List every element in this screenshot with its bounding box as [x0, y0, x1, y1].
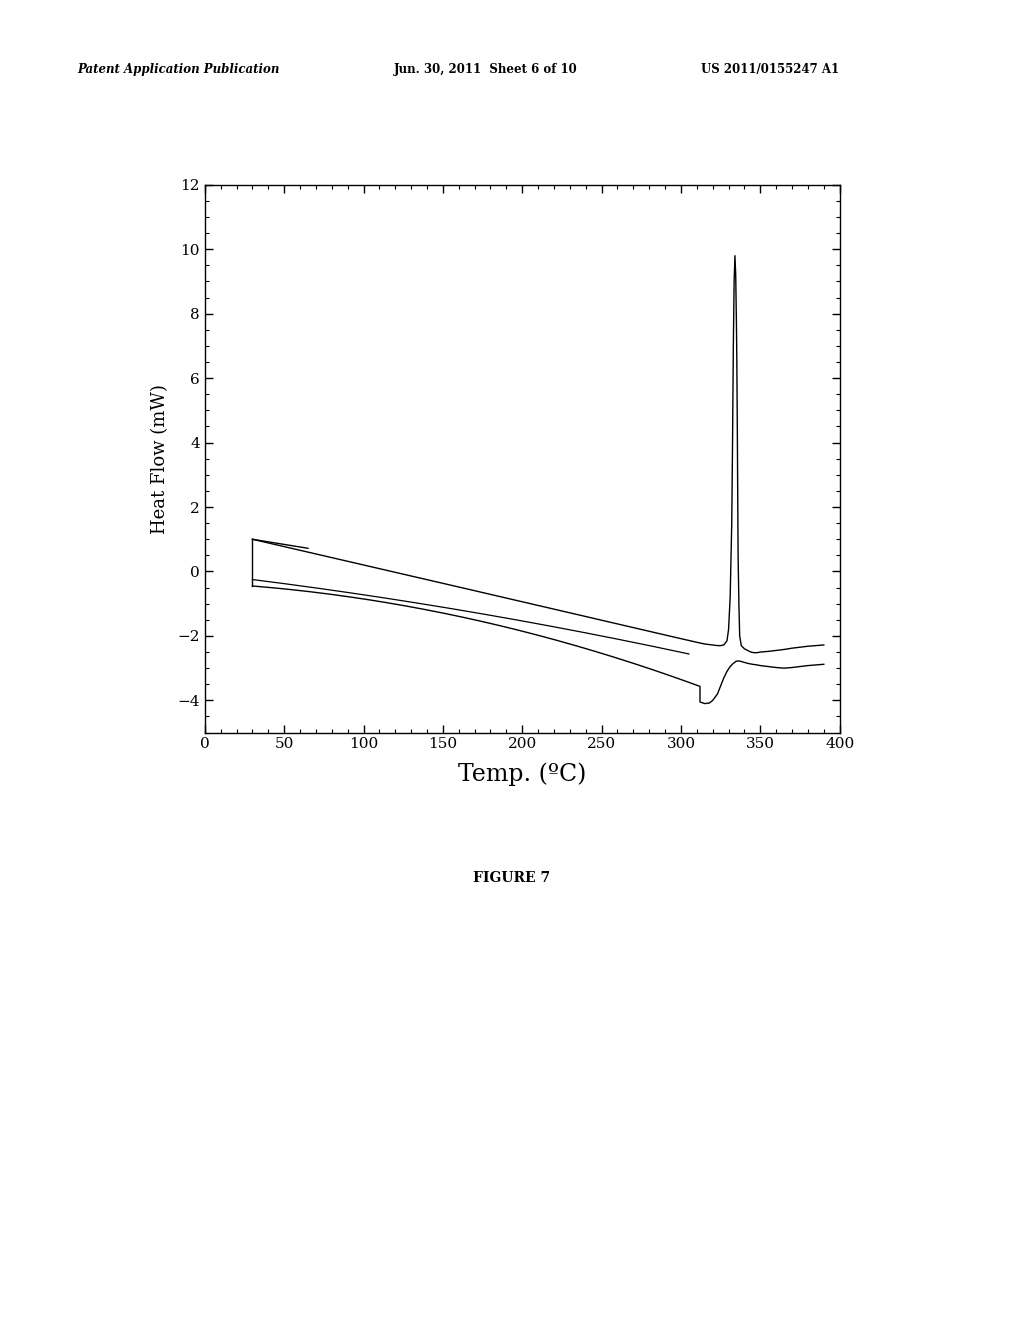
Text: FIGURE 7: FIGURE 7 — [473, 871, 551, 884]
Y-axis label: Heat Flow (mW): Heat Flow (mW) — [152, 384, 169, 533]
X-axis label: Temp. (ºC): Temp. (ºC) — [458, 763, 587, 787]
Text: US 2011/0155247 A1: US 2011/0155247 A1 — [701, 63, 840, 77]
Text: Jun. 30, 2011  Sheet 6 of 10: Jun. 30, 2011 Sheet 6 of 10 — [394, 63, 578, 77]
Text: Patent Application Publication: Patent Application Publication — [77, 63, 280, 77]
